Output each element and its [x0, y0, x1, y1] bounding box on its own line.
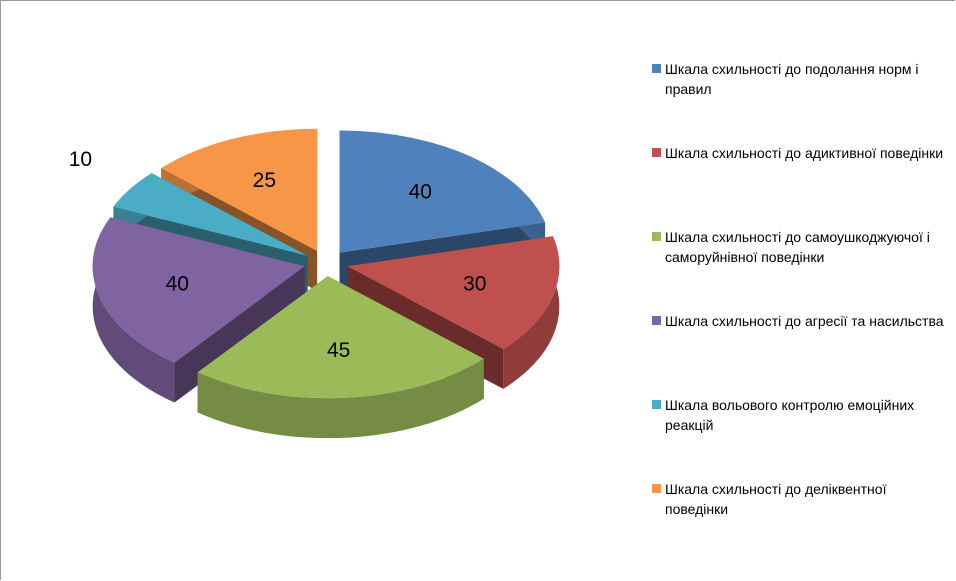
legend-label: Шкала схильності до адиктивної поведінки: [665, 145, 944, 161]
data-label: 45: [327, 339, 350, 362]
legend-item: Шкала схильності до самоушкоджуючої і са…: [652, 227, 952, 311]
data-label: 25: [253, 169, 276, 192]
legend-label: Шкала вольового контролю емоційних реакц…: [665, 397, 915, 433]
legend-swatch: [652, 484, 661, 493]
pie-slice: [197, 276, 484, 439]
legend-swatch: [652, 400, 661, 409]
legend-label: Шкала схильності до самоушкоджуючої і са…: [665, 229, 930, 265]
legend-item: Шкала схильності до агресії та насильств…: [652, 311, 952, 395]
legend-item: Шкала схильності до подолання норм і пра…: [652, 59, 952, 143]
slice-top: [113, 173, 308, 256]
data-label: 10: [69, 148, 92, 171]
legend-swatch: [652, 148, 661, 157]
legend-item: Шкала вольового контролю емоційних реакц…: [652, 395, 952, 479]
slice-top: [197, 276, 484, 399]
data-label: 40: [166, 272, 189, 295]
legend-label: Шкала схильності до деліквентної поведін…: [665, 481, 887, 517]
slice-top: [161, 128, 318, 251]
legend-swatch: [652, 316, 661, 325]
legend-swatch: [652, 64, 661, 73]
slice-edge: [503, 236, 560, 389]
pie-area: 40 30 45 40 10 25: [69, 128, 560, 439]
slice-top: [339, 130, 546, 253]
legend-item: Шкала схильності до адиктивної поведінки: [652, 143, 952, 227]
slice-edge: [92, 217, 175, 403]
legend-label: Шкала схильності до агресії та насильств…: [665, 313, 944, 329]
data-label: 30: [463, 272, 486, 295]
slice-edge: [197, 358, 484, 439]
legend: Шкала схильності до подолання норм і пра…: [652, 59, 952, 563]
legend-item: Шкала схильності до деліквентної поведін…: [652, 479, 952, 563]
legend-swatch: [652, 232, 661, 241]
slice-top: [92, 217, 305, 363]
data-label: 40: [409, 180, 432, 203]
legend-label: Шкала схильності до подолання норм і пра…: [665, 61, 919, 97]
slice-top: [347, 236, 560, 349]
